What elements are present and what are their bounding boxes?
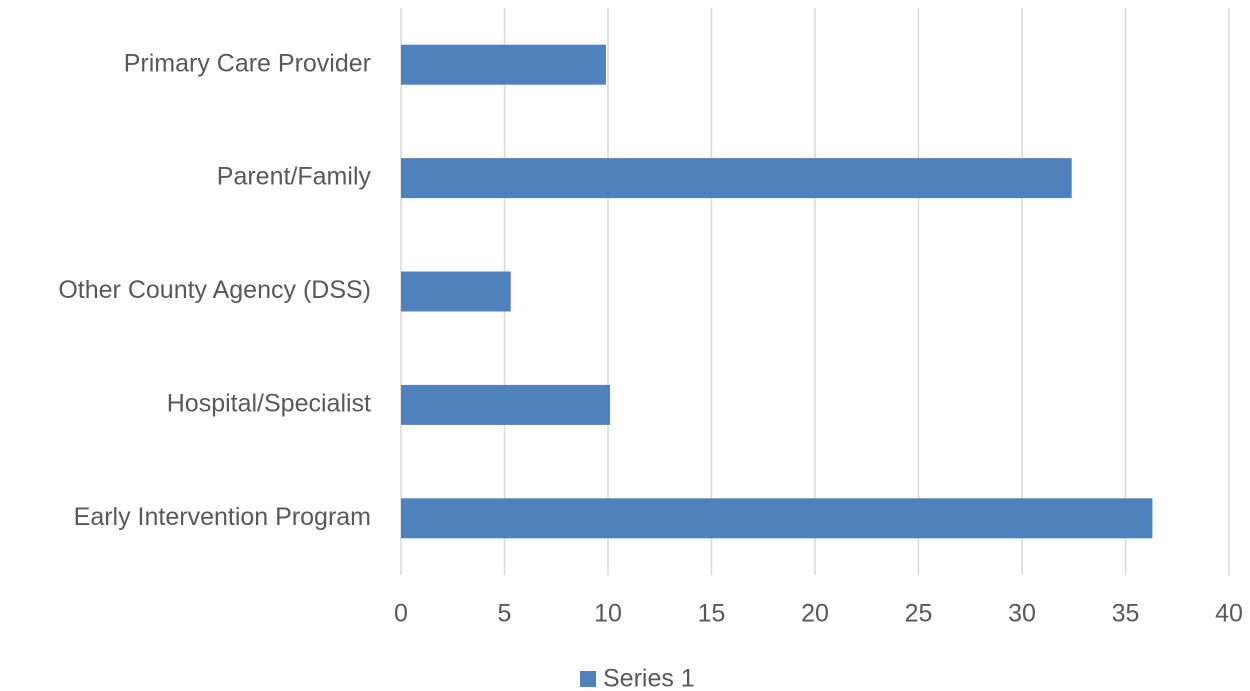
x-tick-label: 35 <box>1112 600 1140 628</box>
bar <box>401 498 1153 539</box>
x-tick-label: 5 <box>498 600 512 628</box>
y-tick-label: Parent/Family <box>217 163 372 191</box>
legend-label: Series 1 <box>603 665 695 691</box>
x-tick-label: 0 <box>394 600 408 628</box>
bar <box>401 384 611 425</box>
y-tick-label: Primary Care Provider <box>124 49 371 77</box>
legend-swatch <box>580 671 596 687</box>
y-tick-label: Early Intervention Program <box>74 503 371 531</box>
bar <box>401 44 606 85</box>
x-tick-label: 30 <box>1008 600 1036 628</box>
x-tick-label: 20 <box>801 600 829 628</box>
y-tick-label: Other County Agency (DSS) <box>58 276 371 304</box>
x-tick-label: 10 <box>594 600 622 628</box>
x-tick-label: 40 <box>1215 600 1243 628</box>
y-tick-label: Hospital/Specialist <box>167 390 371 418</box>
x-tick-label: 25 <box>905 600 933 628</box>
x-tick-label: 15 <box>698 600 726 628</box>
bar <box>401 271 511 312</box>
bar <box>401 158 1072 199</box>
